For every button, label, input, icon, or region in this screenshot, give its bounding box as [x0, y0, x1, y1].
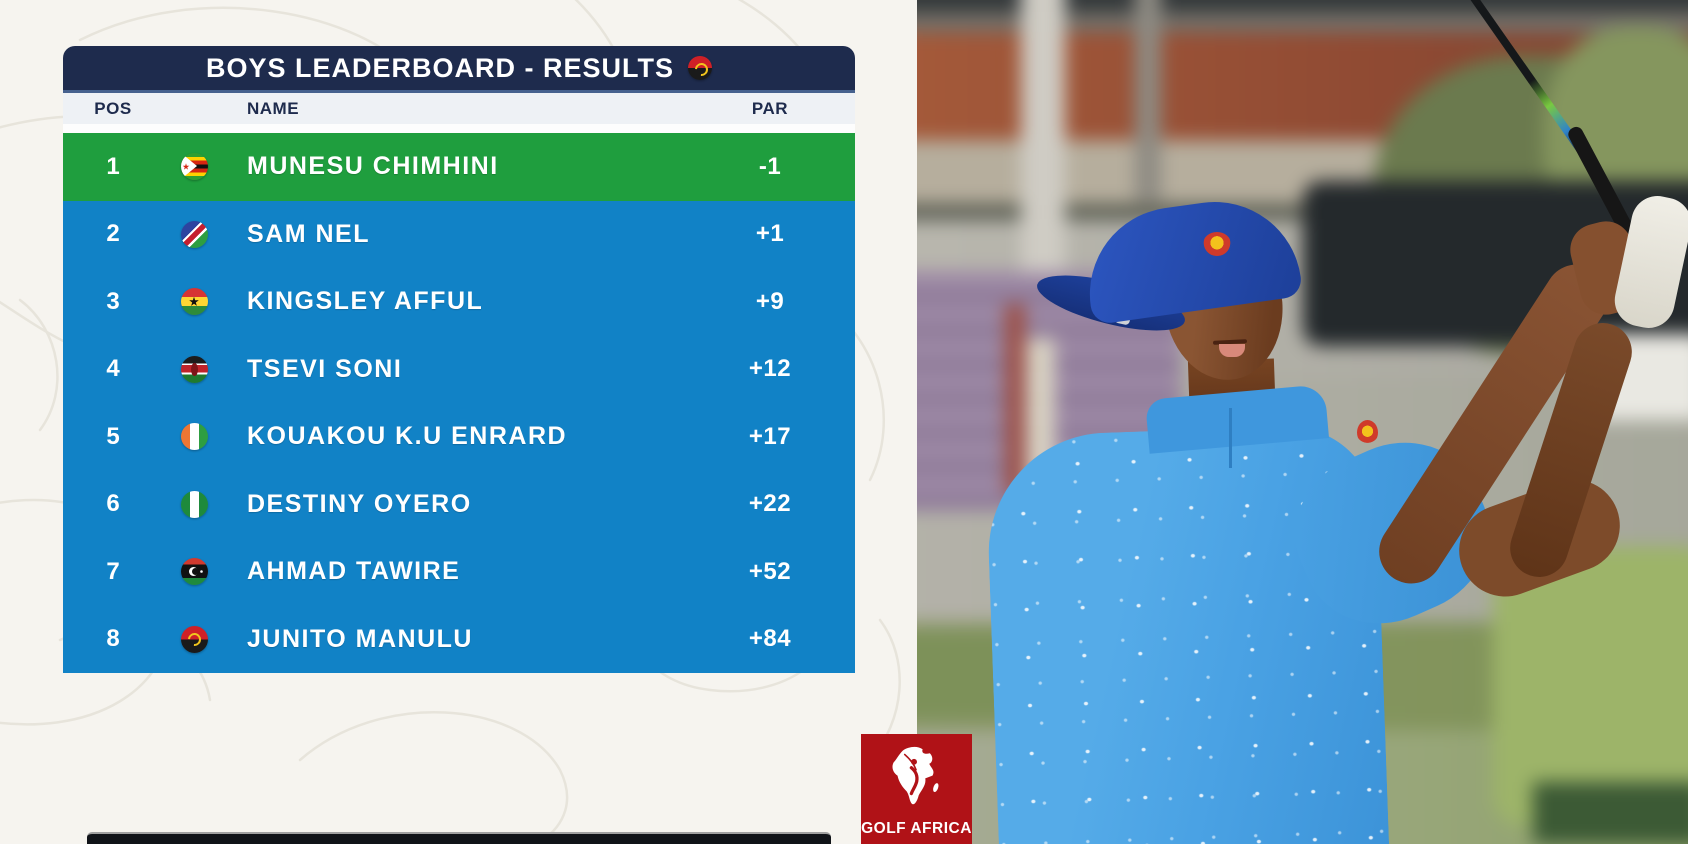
leaderboard-row: 8 JUNITO MANULU +84	[63, 605, 855, 673]
column-header-par: PAR	[751, 98, 789, 118]
column-header-name: NAME	[247, 98, 300, 118]
leaderboard-rows: 1 MUNESU CHIMHINI -1 2 SAM NEL +1 3 KINGSLEY AF…	[63, 133, 855, 673]
golf-africa-label: GOLF AFRICA	[861, 820, 972, 837]
shirt-crest-icon	[1357, 420, 1378, 445]
player-name: SAM NEL	[247, 219, 370, 248]
photo-dark-grass-corner	[1533, 782, 1688, 844]
par-score: +52	[748, 557, 792, 585]
photo-bright-grass	[1493, 546, 1688, 826]
player-name: AHMAD TAWIRE	[247, 557, 461, 586]
par-score: +9	[755, 287, 785, 315]
leaderboard-header-card: BOYS LEADERBOARD - RESULTS POS NAME PAR	[63, 46, 855, 124]
photo-gray-post	[1135, 0, 1161, 202]
leaderboard-row: 7 AHMAD TAWIRE +52	[63, 538, 855, 606]
nigeria-flag-icon	[180, 490, 208, 518]
golfer-placket	[1229, 408, 1232, 468]
par-score: +17	[748, 422, 792, 450]
libya-flag-icon	[180, 558, 208, 586]
flag-cell	[163, 153, 225, 181]
photo-red-post	[1005, 304, 1025, 494]
position-cell: 8	[106, 625, 120, 653]
angola-flag-icon	[688, 56, 713, 80]
position-cell: 3	[106, 287, 120, 315]
next-panel-top-edge	[87, 832, 831, 844]
position-cell: 1	[106, 152, 120, 180]
position-cell: 5	[106, 422, 120, 450]
par-score: +12	[748, 355, 792, 383]
flag-cell	[163, 625, 225, 653]
par-score: +22	[748, 490, 792, 518]
cap-crest-icon	[1203, 232, 1231, 256]
golf-africa-logo: GOLF AFRICA	[861, 734, 972, 844]
flag-cell	[163, 288, 225, 316]
position-cell: 7	[106, 557, 120, 585]
flag-cell	[163, 220, 225, 248]
position-cell: 6	[106, 490, 120, 518]
column-header-row: POS NAME PAR	[63, 93, 855, 124]
leaderboard-row: 6 DESTINY OYERO +22	[63, 470, 855, 538]
africa-map-golfer-icon	[892, 746, 939, 805]
player-name: JUNITO MANULU	[247, 624, 473, 653]
player-name: MUNESU CHIMHINI	[247, 152, 499, 181]
player-name: KINGSLEY AFFUL	[247, 287, 484, 316]
golfer-photo	[917, 0, 1688, 844]
angola-flag-icon	[180, 625, 208, 653]
par-score: +1	[755, 220, 785, 248]
leaderboard-row: 3 KINGSLEY AFFUL +9	[63, 268, 855, 336]
golfer-tongue	[1219, 344, 1245, 357]
ghana-flag-icon	[180, 288, 208, 316]
zimbabwe-flag-icon	[180, 153, 208, 181]
cotedivoire-flag-icon	[180, 423, 208, 451]
player-name: TSEVI SONI	[247, 354, 403, 383]
namibia-flag-icon	[180, 220, 208, 248]
kenya-flag-icon	[180, 355, 208, 383]
flag-cell	[163, 558, 225, 586]
titlebar-divider	[63, 90, 855, 93]
leaderboard-row: 5 KOUAKOU K.U ENRARD +17	[63, 403, 855, 471]
leaderboard-titlebar: BOYS LEADERBOARD - RESULTS	[63, 46, 855, 90]
player-name: DESTINY OYERO	[247, 489, 472, 518]
flag-cell	[163, 490, 225, 518]
leaderboard-row: 4 TSEVI SONI +12	[63, 335, 855, 403]
column-header-pos: POS	[94, 98, 132, 118]
leaderboard-row: 2 SAM NEL +1	[63, 200, 855, 268]
par-score: -1	[758, 152, 782, 180]
golfer-figure	[917, 0, 1688, 844]
player-name: KOUAKOU K.U ENRARD	[247, 422, 568, 451]
par-score: +84	[748, 625, 792, 653]
position-cell: 2	[106, 220, 120, 248]
photo-white-post	[1021, 0, 1065, 272]
leaderboard-title: BOYS LEADERBOARD - RESULTS	[205, 52, 675, 83]
panel-gap	[63, 124, 855, 133]
position-cell: 4	[106, 355, 120, 383]
photo-roofline-band	[917, 0, 1688, 14]
flag-cell	[163, 423, 225, 451]
flag-cell	[163, 355, 225, 383]
leaderboard-row: 1 MUNESU CHIMHINI -1	[63, 133, 855, 201]
